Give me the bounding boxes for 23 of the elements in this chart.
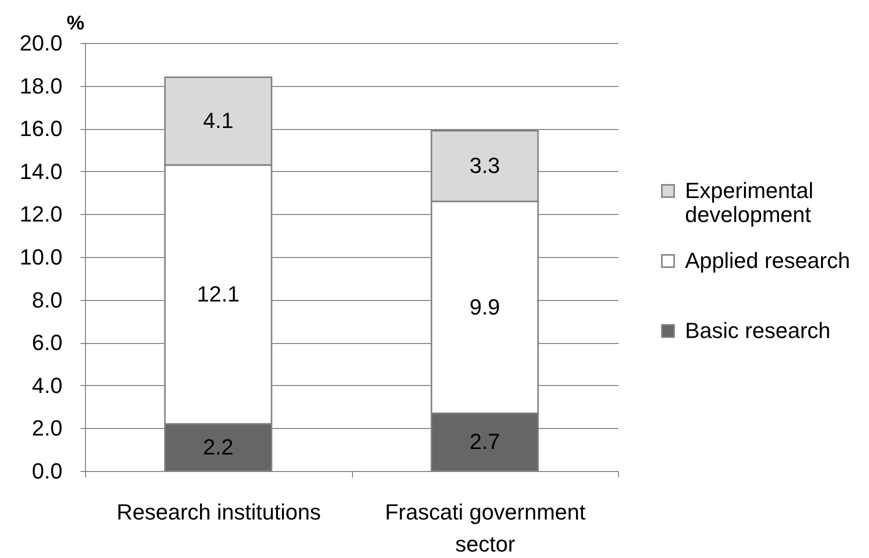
y-tick-label: 8.0 (32, 287, 62, 312)
data-label: 12.1 (196, 281, 240, 306)
data-label: 2.7 (469, 429, 500, 454)
y-tick-label: 4.0 (32, 372, 62, 398)
data-label: 3.3 (469, 153, 500, 178)
y-axis-title: % (66, 12, 85, 34)
data-label: 9.9 (469, 294, 500, 320)
y-tick-label: 12.0 (20, 202, 62, 227)
data-label: 2.2 (202, 434, 234, 460)
y-tick-label: 6.0 (32, 330, 62, 356)
x-tick-label: Research institutions (116, 500, 321, 524)
y-tick-label: 18.0 (20, 73, 62, 98)
x-tick-label: Frascati government sector (384, 500, 586, 556)
y-tick-label: 2.0 (32, 416, 62, 441)
legend-label: Applied research (685, 248, 850, 273)
y-tick-label: 20.0 (20, 30, 62, 56)
y-tick-label: 0.0 (32, 458, 62, 484)
y-tick-label: 16.0 (20, 116, 62, 142)
legend-label: Experimental development (685, 178, 814, 227)
legend-label: Basic research (685, 318, 831, 343)
data-label: 4.1 (202, 108, 234, 134)
y-tick-label: 14.0 (20, 158, 62, 184)
y-tick-label: 10.0 (20, 244, 62, 270)
